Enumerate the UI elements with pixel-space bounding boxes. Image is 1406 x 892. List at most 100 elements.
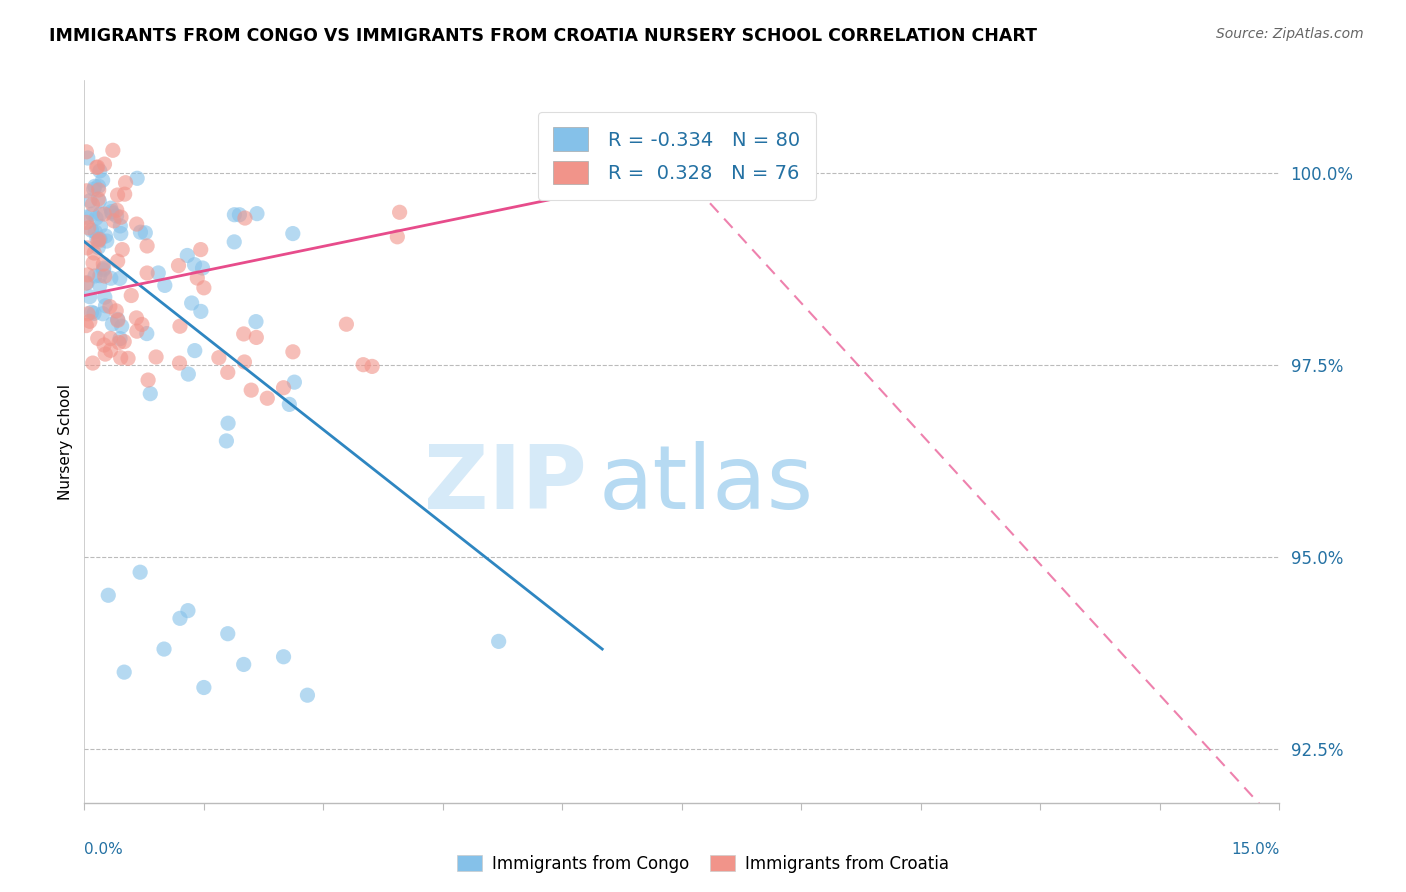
Point [100,201,122,215]
Point [153,642,176,657]
Point [91,263,114,277]
Point [148,266,170,280]
Point [82,197,104,211]
Point [83,306,105,320]
Point [256,391,278,405]
Point [93,207,115,221]
Point [246,207,269,221]
Point [233,211,256,225]
Point [153,278,176,293]
Point [87,179,110,194]
Point [117,351,139,366]
Point [75,145,97,159]
Point [107,188,129,202]
Point [80,223,103,237]
Point [94,229,117,244]
Point [89,219,111,234]
Point [87,232,110,246]
Point [114,187,136,202]
Point [167,259,190,273]
Point [89,268,111,283]
Point [184,343,207,358]
Point [136,239,159,253]
Point [273,381,295,395]
Point [297,688,319,702]
Point [79,194,101,208]
Text: 15.0%: 15.0% [1232,842,1279,856]
Point [114,176,136,190]
Legend: Immigrants from Congo, Immigrants from Croatia: Immigrants from Congo, Immigrants from C… [451,848,955,880]
Legend: R = -0.334   N = 80, R =  0.328   N = 76: R = -0.334 N = 80, R = 0.328 N = 76 [538,112,815,200]
Point [97,588,120,602]
Point [111,243,134,257]
Point [96,234,118,248]
Point [145,350,167,364]
Point [177,367,200,381]
Point [139,386,162,401]
Point [87,192,110,206]
Point [125,324,148,338]
Point [631,165,654,179]
Point [186,271,208,285]
Point [83,182,105,196]
Point [134,226,156,240]
Point [208,351,231,365]
Point [80,305,103,319]
Point [110,219,132,233]
Point [94,290,117,304]
Point [108,271,131,285]
Point [129,225,152,239]
Point [169,319,191,334]
Point [89,232,111,246]
Point [352,358,374,372]
Point [245,315,267,329]
Point [77,307,100,321]
Point [217,365,239,379]
Point [111,319,134,334]
Point [100,204,122,219]
Point [89,194,111,208]
Point [107,312,129,326]
Point [120,288,142,302]
Text: atlas: atlas [599,442,814,528]
Point [136,266,159,280]
Point [281,344,304,359]
Point [335,317,357,331]
Point [183,258,205,272]
Point [89,278,111,293]
Point [103,214,125,228]
Point [76,241,98,255]
Point [82,356,104,370]
Point [215,434,238,448]
Point [361,359,384,374]
Point [232,657,254,672]
Point [75,276,97,290]
Point [228,208,250,222]
Point [89,164,111,178]
Point [91,257,114,271]
Point [278,397,301,411]
Point [191,260,214,275]
Point [110,351,132,365]
Point [82,256,104,270]
Text: 0.0%: 0.0% [84,842,124,856]
Point [273,649,295,664]
Point [127,171,149,186]
Point [110,210,132,224]
Point [387,229,409,244]
Point [87,331,110,345]
Point [105,304,128,318]
Point [112,665,135,680]
Point [105,203,128,218]
Point [180,296,202,310]
Point [94,347,117,361]
Point [76,215,98,229]
Point [101,143,124,157]
Point [281,227,304,241]
Point [107,254,129,268]
Text: IMMIGRANTS FROM CONGO VS IMMIGRANTS FROM CROATIA NURSERY SCHOOL CORRELATION CHAR: IMMIGRANTS FROM CONGO VS IMMIGRANTS FROM… [49,27,1038,45]
Text: ZIP: ZIP [423,442,586,528]
Point [79,314,101,328]
Point [488,634,510,648]
Point [190,243,212,257]
